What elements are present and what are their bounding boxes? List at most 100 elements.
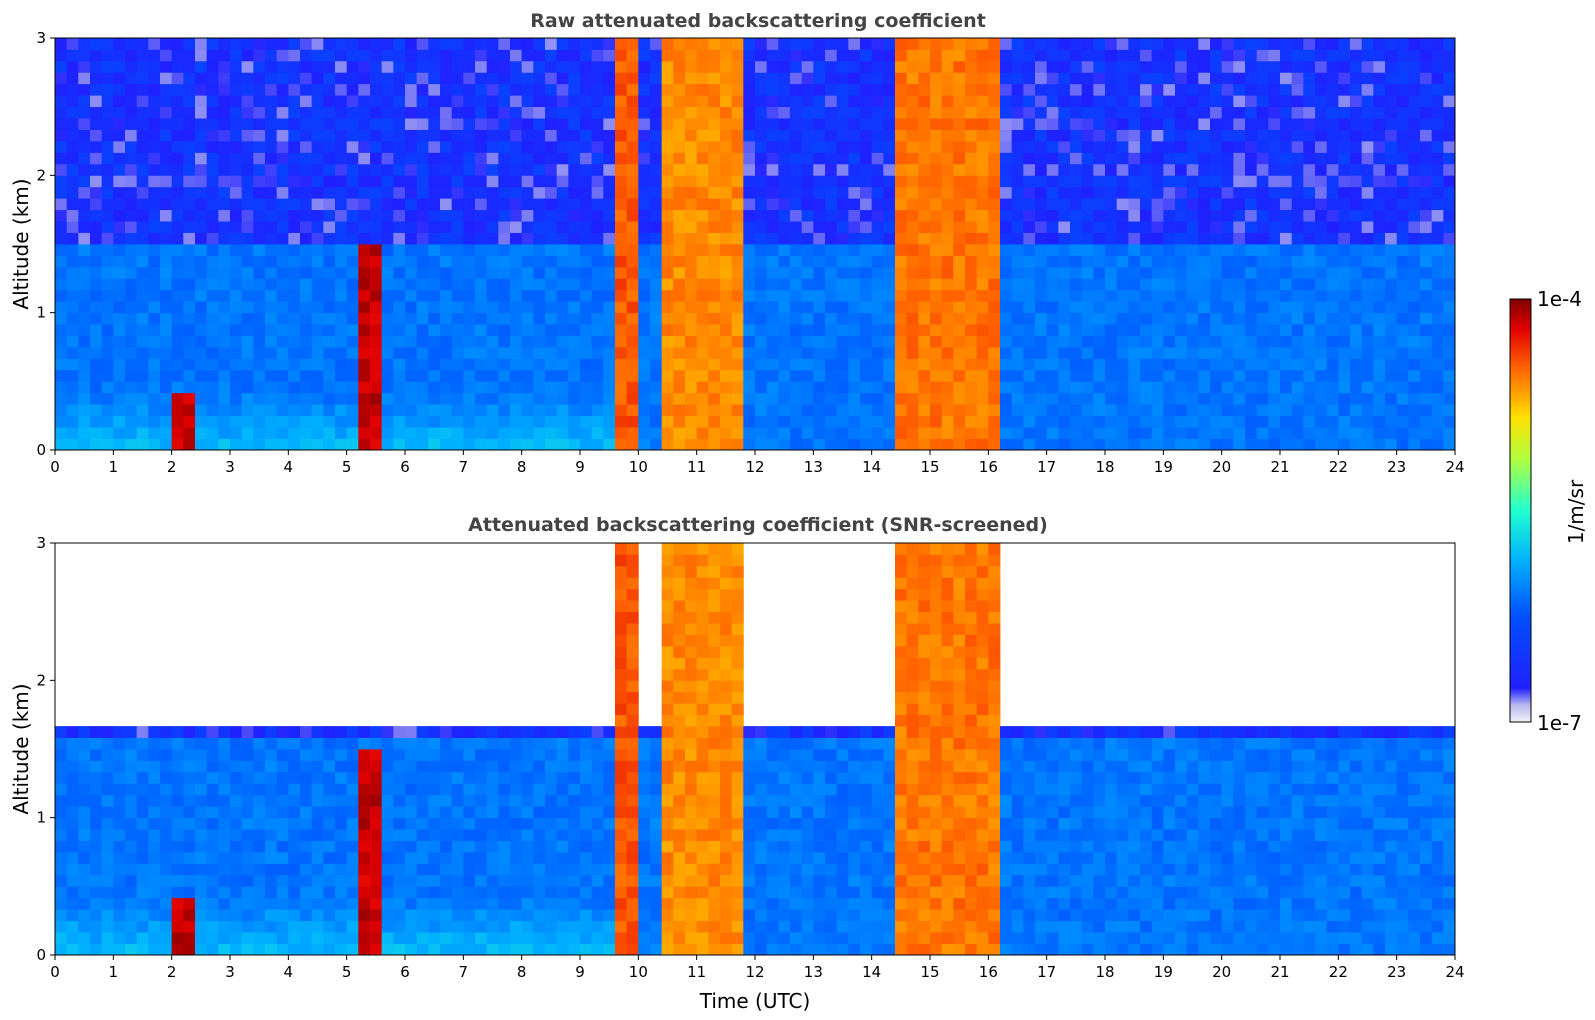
- heatmap-cell: [953, 163, 966, 176]
- heatmap-cell: [171, 737, 184, 750]
- heatmap-cell: [475, 404, 488, 417]
- heatmap-cell: [883, 358, 896, 371]
- heatmap-cell: [813, 186, 826, 199]
- heatmap-cell: [370, 232, 383, 245]
- heatmap-cell: [416, 209, 429, 222]
- heatmap-cell: [1361, 392, 1374, 405]
- heatmap-cell: [1326, 152, 1339, 165]
- heatmap-cell: [125, 749, 138, 761]
- heatmap-cell: [440, 186, 453, 199]
- heatmap-cell: [113, 324, 126, 336]
- heatmap-cell: [1210, 106, 1223, 119]
- heatmap-cell: [650, 83, 663, 96]
- heatmap-cell: [230, 129, 243, 142]
- heatmap-cell: [1443, 404, 1456, 417]
- heatmap-cell: [1023, 358, 1036, 371]
- heatmap-cell: [580, 175, 593, 188]
- heatmap-cell: [276, 829, 289, 841]
- heatmap-cell: [346, 347, 359, 359]
- heatmap-cell: [1361, 324, 1374, 336]
- heatmap-cell: [346, 186, 359, 199]
- heatmap-cell: [1058, 358, 1071, 371]
- heatmap-cell: [183, 358, 196, 371]
- heatmap-cell: [288, 749, 301, 761]
- heatmap-cell: [1396, 49, 1409, 62]
- heatmap-cell: [125, 198, 138, 211]
- heatmap-cell: [743, 438, 756, 451]
- heatmap-cell: [1233, 358, 1246, 371]
- heatmap-cell: [1350, 209, 1363, 222]
- heatmap-cell: [288, 49, 301, 62]
- heatmap-cell: [253, 312, 266, 325]
- heatmap-cell: [1000, 415, 1013, 428]
- heatmap-cell: [346, 175, 359, 188]
- heatmap-cell: [125, 427, 138, 439]
- heatmap-cell: [661, 335, 674, 348]
- heatmap-cell: [1186, 129, 1199, 142]
- heatmap-cell: [720, 278, 733, 291]
- heatmap-cell: [1350, 106, 1363, 119]
- heatmap-cell: [78, 358, 91, 371]
- heatmap-cell: [988, 209, 1001, 222]
- heatmap-cell: [801, 347, 814, 359]
- heatmap-cell: [393, 95, 406, 108]
- heatmap-cell: [626, 324, 639, 336]
- heatmap-cell: [1245, 152, 1258, 165]
- heatmap-cell: [1175, 278, 1188, 291]
- heatmap-cell: [883, 381, 896, 394]
- heatmap-cell: [568, 198, 581, 211]
- heatmap-cell: [1105, 106, 1118, 119]
- heatmap-cell: [66, 381, 79, 394]
- heatmap-cell: [1350, 175, 1363, 188]
- heatmap-cell: [1408, 95, 1421, 108]
- heatmap-cell: [475, 175, 488, 188]
- heatmap-cell: [136, 60, 149, 73]
- heatmap-cell: [1175, 324, 1188, 336]
- heatmap-cell: [685, 175, 698, 188]
- heatmap-cell: [650, 392, 663, 405]
- heatmap-cell: [1443, 198, 1456, 211]
- heatmap-cell: [1280, 358, 1293, 371]
- heatmap-cell: [1315, 404, 1328, 417]
- heatmap-cell: [206, 886, 219, 899]
- heatmap-cell: [1361, 60, 1374, 73]
- heatmap-cell: [136, 266, 149, 279]
- heatmap-cell: [638, 312, 651, 325]
- heatmap-cell: [335, 829, 348, 841]
- heatmap-cell: [906, 427, 919, 439]
- heatmap-cell: [1268, 427, 1281, 439]
- heatmap-cell: [241, 335, 254, 348]
- heatmap-cell: [1361, 381, 1374, 394]
- heatmap-cell: [848, 255, 861, 268]
- heatmap-cell: [276, 221, 289, 233]
- heatmap-cell: [1128, 152, 1141, 165]
- heatmap-cell: [848, 335, 861, 348]
- heatmap-cell: [580, 324, 593, 336]
- heatmap-cell: [521, 209, 534, 222]
- heatmap-cell: [615, 141, 628, 153]
- heatmap-cell: [801, 118, 814, 130]
- heatmap-cell: [206, 726, 219, 738]
- heatmap-cell: [66, 255, 79, 268]
- heatmap-cell: [66, 852, 79, 864]
- heatmap-cell: [335, 840, 348, 853]
- heatmap-cell: [218, 324, 231, 336]
- heatmap-cell: [300, 232, 313, 245]
- heatmap-cell: [825, 118, 838, 130]
- heatmap-cell: [1210, 209, 1223, 222]
- heatmap-cell: [930, 392, 943, 405]
- heatmap-cell: [988, 278, 1001, 291]
- heatmap-cell: [90, 897, 103, 910]
- heatmap-cell: [906, 392, 919, 405]
- heatmap-cell: [300, 335, 313, 348]
- heatmap-cell: [941, 427, 954, 439]
- heatmap-cell: [440, 163, 453, 176]
- heatmap-cell: [1116, 415, 1129, 428]
- heatmap-cell: [1035, 312, 1048, 325]
- heatmap-cell: [101, 244, 114, 256]
- heatmap-cell: [953, 324, 966, 336]
- heatmap-cell: [1023, 347, 1036, 359]
- heatmap-cell: [580, 312, 593, 325]
- heatmap-cell: [1385, 278, 1398, 291]
- heatmap-cell: [1280, 38, 1293, 50]
